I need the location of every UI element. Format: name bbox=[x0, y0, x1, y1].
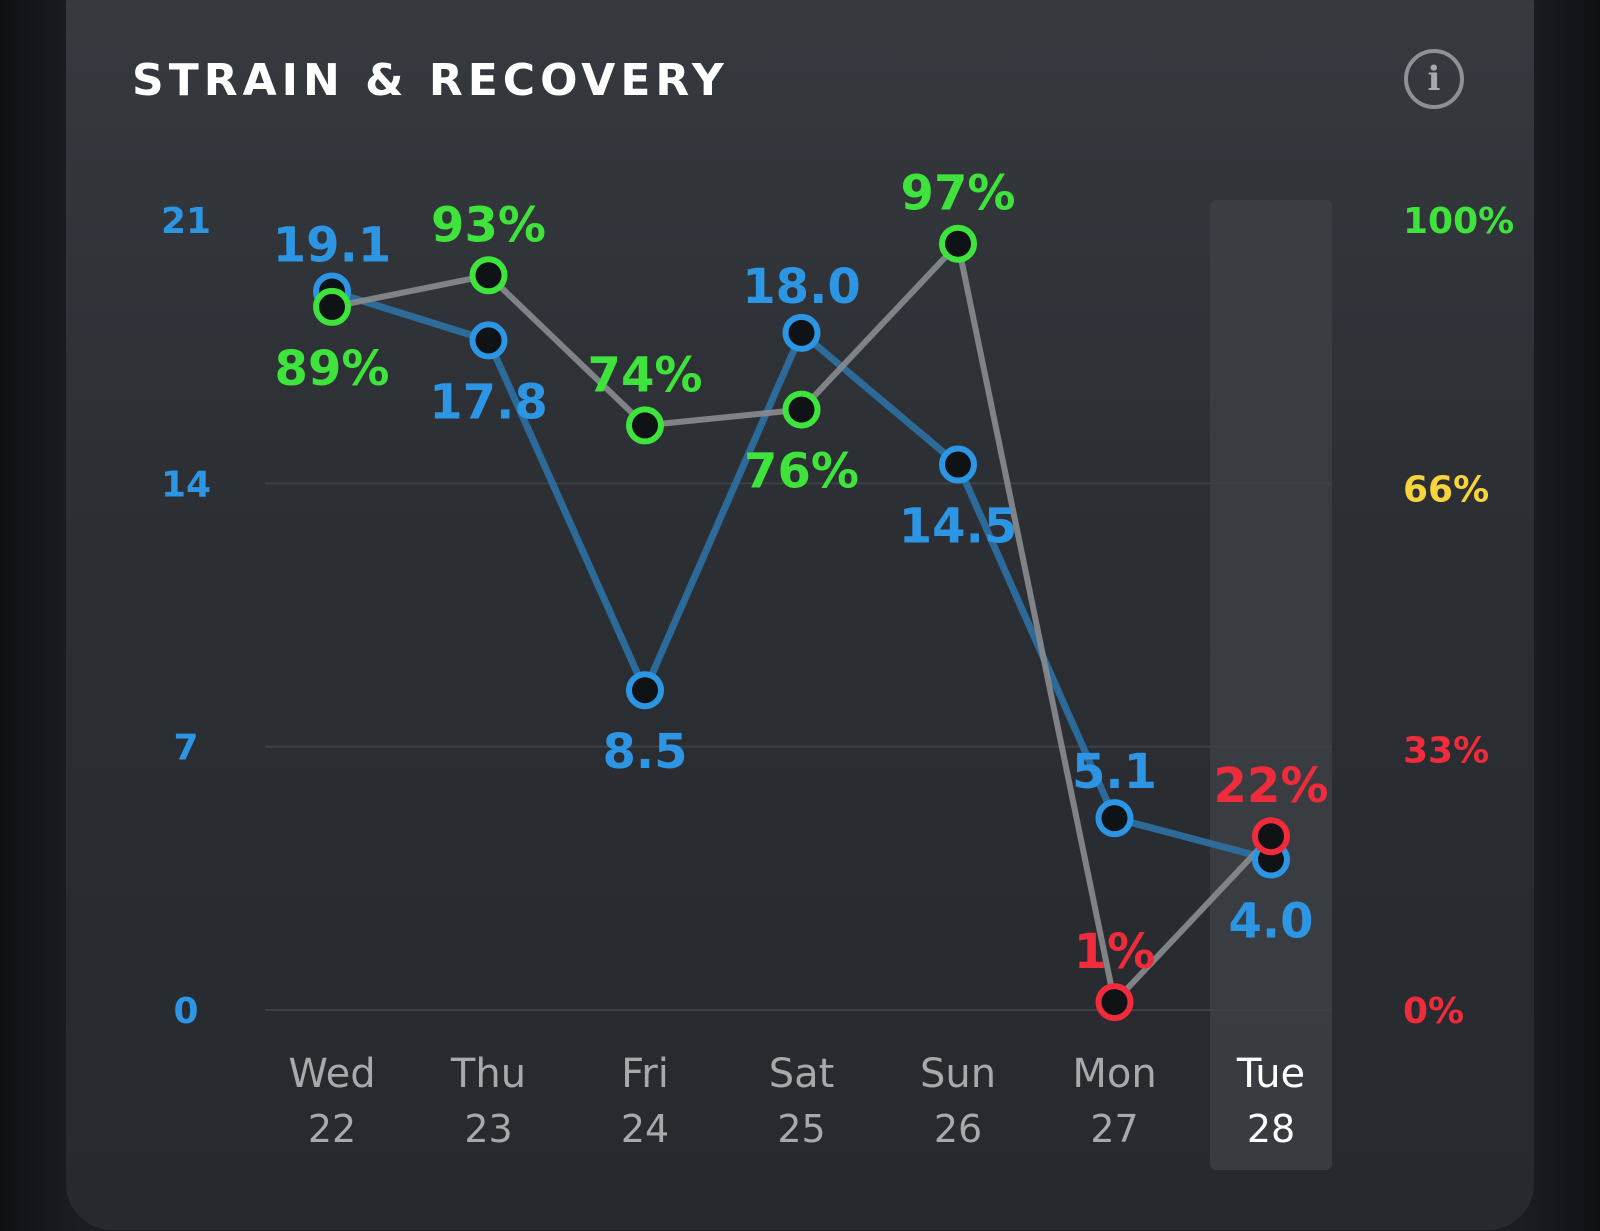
recovery-point[interactable] bbox=[782, 390, 821, 429]
date-label[interactable]: 22 bbox=[308, 1107, 356, 1151]
date-label[interactable]: 27 bbox=[1090, 1107, 1138, 1151]
selected-day-highlight bbox=[1210, 200, 1332, 1170]
recovery-axis-tick-label: 100% bbox=[1403, 201, 1514, 242]
day-label[interactable]: Sat bbox=[769, 1051, 835, 1097]
strain-axis-tick-label: 0 bbox=[173, 991, 198, 1032]
day-label[interactable]: Sun bbox=[920, 1051, 996, 1097]
date-label[interactable]: 24 bbox=[621, 1107, 669, 1151]
recovery-point[interactable] bbox=[1252, 817, 1290, 856]
strain-data-label: 14.5 bbox=[899, 499, 1017, 555]
recovery-data-label: 97% bbox=[901, 166, 1016, 222]
strain-point[interactable] bbox=[939, 445, 977, 484]
recovery-axis-tick-label: 0% bbox=[1403, 991, 1464, 1032]
recovery-data-label: 76% bbox=[744, 444, 859, 500]
recovery-data-label: 74% bbox=[588, 347, 703, 403]
recovery-point[interactable] bbox=[313, 287, 351, 326]
date-label[interactable]: 23 bbox=[464, 1107, 512, 1151]
strain-data-label: 17.8 bbox=[429, 374, 547, 430]
recovery-point[interactable] bbox=[469, 256, 508, 295]
strain-axis-tick-label: 14 bbox=[161, 464, 211, 505]
recovery-point[interactable] bbox=[1095, 983, 1134, 1022]
strain-point[interactable] bbox=[1095, 799, 1134, 838]
recovery-series-line bbox=[329, 240, 1274, 1006]
date-label[interactable]: 26 bbox=[934, 1107, 982, 1151]
strain-data-label: 8.5 bbox=[602, 724, 687, 780]
strain-data-label: 18.0 bbox=[742, 259, 860, 315]
recovery-data-label: 22% bbox=[1214, 758, 1329, 814]
day-label[interactable]: Tue bbox=[1236, 1051, 1305, 1097]
recovery-data-label: 93% bbox=[431, 197, 546, 253]
recovery-axis-tick-label: 33% bbox=[1403, 730, 1489, 771]
day-label[interactable]: Thu bbox=[450, 1051, 526, 1097]
strain-point[interactable] bbox=[469, 321, 508, 360]
recovery-axis-tick-label: 66% bbox=[1403, 470, 1489, 511]
card-title: STRAIN & RECOVERY bbox=[132, 55, 729, 106]
day-label[interactable]: Wed bbox=[288, 1051, 375, 1097]
strain-point[interactable] bbox=[626, 671, 664, 710]
recovery-data-label: 89% bbox=[275, 341, 390, 397]
strain-data-label: 5.1 bbox=[1072, 744, 1157, 800]
strain-point[interactable] bbox=[782, 313, 821, 352]
recovery-data-label: 1% bbox=[1074, 924, 1156, 980]
strain-data-label: 4.0 bbox=[1228, 894, 1313, 950]
info-icon[interactable]: i bbox=[1404, 49, 1464, 109]
recovery-point[interactable] bbox=[939, 224, 977, 263]
day-label[interactable]: Fri bbox=[621, 1051, 669, 1097]
recovery-point[interactable] bbox=[626, 406, 664, 445]
day-label[interactable]: Mon bbox=[1072, 1051, 1156, 1097]
date-label[interactable]: 28 bbox=[1247, 1107, 1295, 1151]
strain-data-label: 19.1 bbox=[273, 217, 391, 273]
strain-axis-tick-label: 21 bbox=[161, 201, 211, 242]
date-label[interactable]: 25 bbox=[777, 1107, 825, 1151]
strain-axis-tick-label: 7 bbox=[173, 728, 198, 769]
